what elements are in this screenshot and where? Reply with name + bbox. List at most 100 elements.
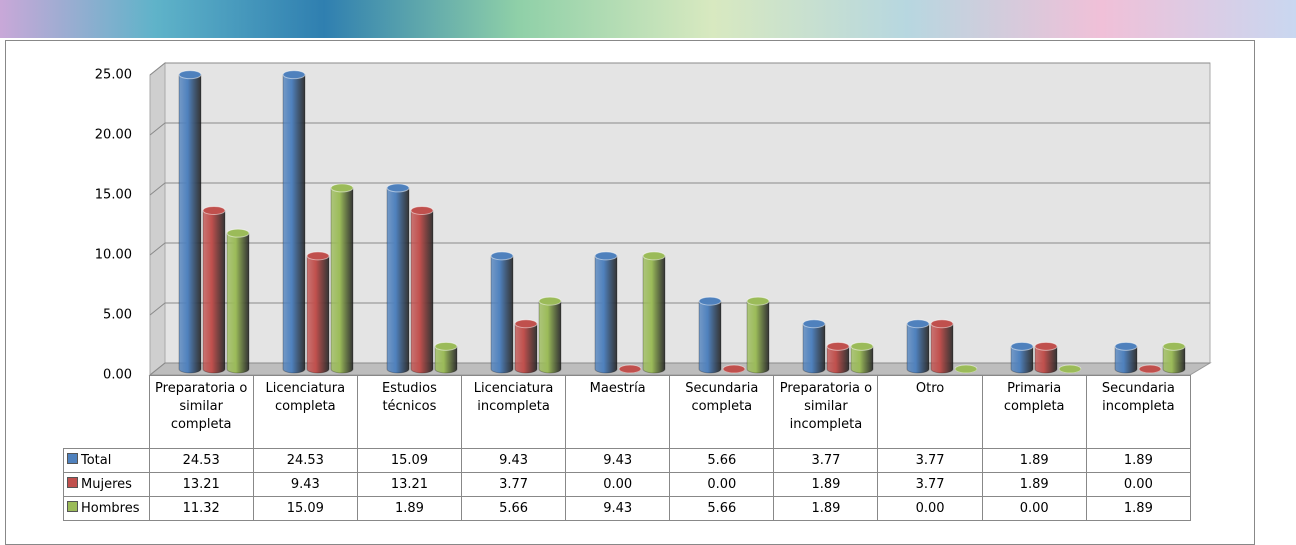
legend-label: Hombres: [81, 501, 140, 516]
value-label: 9.43: [565, 496, 671, 521]
bar: [514, 323, 538, 374]
legend-key: [67, 477, 78, 488]
grid-line: [149, 62, 1210, 76]
value-label: 1.89: [1085, 448, 1192, 473]
x-tick-label: Preparatoria o similar completa: [148, 375, 254, 449]
value-label: 0.00: [981, 496, 1087, 521]
value-label: 11.32: [148, 496, 254, 521]
value-label: 3.77: [460, 472, 567, 497]
bar-top: [618, 364, 642, 374]
x-tick-label: Secundaria incompleta: [1085, 375, 1192, 449]
series-row: Mujeres 13.21 9.43 13.21 3.77 0.00 0.00 1.89 3.7…: [63, 472, 1192, 497]
bar: [642, 255, 666, 374]
value-label: 0.00: [669, 472, 775, 497]
y-tick-label: 0.00: [103, 368, 132, 383]
value-label: 0.00: [877, 496, 983, 521]
bar-top: [178, 70, 202, 80]
value-label: 1.89: [773, 472, 879, 497]
value-label: 0.00: [1085, 472, 1192, 497]
bar: [1034, 345, 1058, 374]
bar-top: [1034, 341, 1058, 351]
x-tick-label: Licenciatura incompleta: [460, 375, 567, 449]
series-row: Hombres 11.32 15.09 1.89 5.66 9.43 5.66 1.89 0.0…: [63, 496, 1192, 521]
bar: [746, 300, 770, 374]
bar-top: [1138, 364, 1162, 374]
bar: [178, 74, 202, 374]
bar-top: [722, 364, 746, 374]
grid-line: [149, 242, 1210, 256]
bar: [386, 187, 410, 374]
value-label: 3.77: [877, 472, 983, 497]
legend-entry: Total: [63, 448, 150, 473]
bar: [906, 323, 930, 374]
value-label: 0.00: [565, 472, 671, 497]
bar: [330, 187, 354, 374]
bar: [410, 209, 434, 374]
bar-top: [698, 296, 722, 306]
bar-top: [330, 183, 354, 193]
value-label: 24.53: [148, 448, 254, 473]
y-tick-label: 20.00: [95, 128, 132, 143]
legend-entry: Mujeres: [63, 472, 150, 497]
value-label: 1.89: [773, 496, 879, 521]
bar: [282, 74, 306, 374]
bar-top: [642, 251, 666, 261]
value-label: 15.09: [356, 448, 462, 473]
value-label: 15.09: [252, 496, 358, 521]
grid-line: [149, 122, 1210, 136]
value-label: 3.77: [877, 448, 983, 473]
bar-top: [930, 319, 954, 329]
banner: [0, 0, 1296, 38]
bar-top: [906, 319, 930, 329]
y-tick-label: 5.00: [103, 308, 132, 323]
x-tick-label: Otro: [877, 375, 983, 449]
value-label: 13.21: [356, 472, 462, 497]
category-row: Preparatoria o similar completa Licenciat…: [64, 375, 1192, 449]
bar-top: [538, 296, 562, 306]
bar: [802, 323, 826, 374]
bar-top: [202, 205, 226, 215]
bar-top: [1010, 341, 1034, 351]
bar: [1162, 345, 1186, 374]
bar: [850, 345, 874, 374]
bar: [306, 255, 330, 374]
bar: [202, 209, 226, 374]
side-wall: [149, 61, 166, 377]
bar: [930, 323, 954, 374]
legend-label: Total: [81, 453, 112, 468]
value-label: 1.89: [1085, 496, 1192, 521]
bar: [1114, 345, 1138, 374]
data-table: Preparatoria o similar completa Licenciat…: [63, 375, 1192, 521]
value-label: 5.66: [460, 496, 567, 521]
bar-top: [1114, 341, 1138, 351]
bar: [594, 255, 618, 374]
value-label: 1.89: [981, 472, 1087, 497]
value-label: 3.77: [773, 448, 879, 473]
value-label: 9.43: [252, 472, 358, 497]
value-label: 13.21: [148, 472, 254, 497]
bar-top: [386, 183, 410, 193]
bar: [1010, 345, 1034, 374]
x-tick-label: Licenciatura completa: [252, 375, 358, 449]
bar-top: [826, 341, 850, 351]
y-tick-label: 10.00: [95, 248, 132, 263]
x-tick-label: Preparatoria o similar incompleta: [773, 375, 879, 449]
value-label: 24.53: [252, 448, 358, 473]
corner: [64, 376, 150, 449]
bar: [698, 300, 722, 374]
bar-top: [1058, 364, 1082, 374]
y-tick-label: 15.00: [95, 188, 132, 203]
x-tick-label: Maestría: [565, 375, 671, 449]
legend-key: [67, 501, 78, 512]
x-tick-label: Estudios técnicos: [356, 375, 462, 449]
legend-key: [67, 453, 78, 464]
bar-top: [410, 205, 434, 215]
value-label: 9.43: [460, 448, 567, 473]
bar-top: [850, 341, 874, 351]
legend-entry: Hombres: [63, 496, 150, 521]
bar: [434, 345, 458, 374]
bar-top: [490, 251, 514, 261]
value-label: 1.89: [981, 448, 1087, 473]
